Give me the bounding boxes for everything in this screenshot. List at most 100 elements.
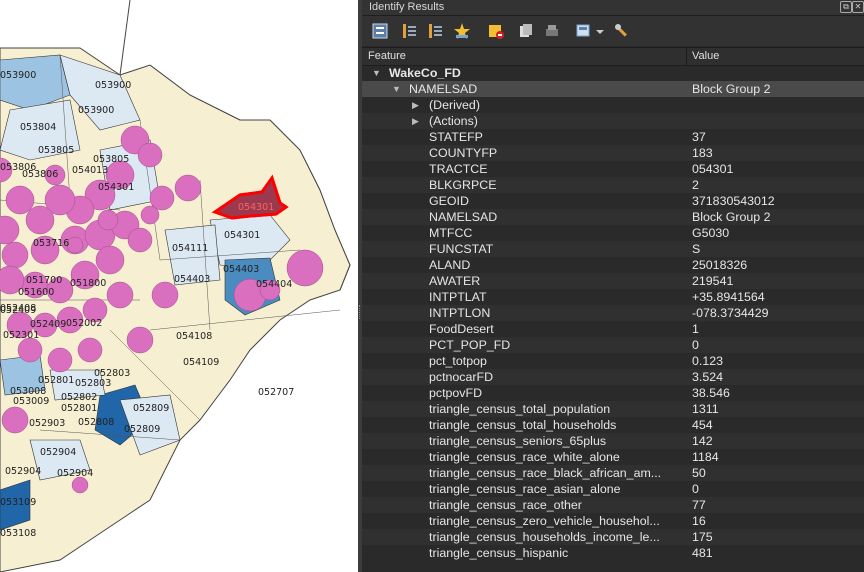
column-header-value[interactable]: Value [692,50,720,62]
layer-name: WakeCo_FD [389,66,461,80]
attribute-row[interactable]: triangle_census_zero_vehicle_househol...… [362,513,864,529]
attribute-row[interactable]: triangle_census_race_black_african_am...… [362,465,864,481]
tract-polygon [29,439,91,481]
attribute-row[interactable]: NAMELSAD Block Group 2 [362,209,864,225]
map-label: 051700 [26,275,62,286]
print-icon[interactable] [542,21,562,41]
attribute-field: MTFCC [429,226,473,240]
attribute-value: 454 [692,418,713,432]
attribute-row[interactable]: STATEFP 37 [362,129,864,145]
county-boundary [119,0,351,291]
attribute-row[interactable]: FoodDesert 1 [362,321,864,337]
attribute-row[interactable]: COUNTYFP 183 [362,145,864,161]
attribute-row[interactable]: ALAND 25018326 [362,257,864,273]
attribute-row[interactable]: pctnocarFD 3.524 [362,369,864,385]
attribute-field: TRACTCE [429,162,488,176]
collapse-tree-icon[interactable] [400,21,420,41]
attribute-field: triangle_census_hispanic [429,546,569,560]
chevron-down-icon[interactable] [594,21,606,41]
copy-icon[interactable] [516,21,536,41]
attribute-row[interactable]: FUNCSTAT S [362,241,864,257]
attribute-field: FUNCSTAT [429,242,494,256]
attribute-row[interactable]: BLKGRPCE 2 [362,177,864,193]
attribute-row[interactable]: TRACTCE 054301 [362,161,864,177]
attribute-rows: STATEFP 37 COUNTYFP 183 TRACTCE 054301 BLKGRPC… [362,129,864,561]
attribute-row[interactable]: pctpovFD 38.546 [362,385,864,401]
chevron-right-icon[interactable]: ▶ [412,100,419,110]
attribute-value: 25018326 [692,258,748,272]
identify-results-panel: Identify Results ⧉ ✕ Feature Value ▼ Wak… [362,0,864,572]
map-label: 054301 [224,230,260,241]
attribute-row[interactable]: triangle_census_total_households 454 [362,417,864,433]
column-header-feature[interactable]: Feature [368,50,406,62]
chevron-right-icon[interactable]: ▶ [412,116,419,126]
attribute-field: INTPTLAT [429,290,487,304]
attribute-value: +35.8941564 [692,290,765,304]
attribute-value: 481 [692,546,713,560]
map-label: 052408 [0,303,36,314]
attribute-row[interactable]: pct_totpop 0.123 [362,353,864,369]
feature-row[interactable]: ▼ NAMELSAD Block Group 2 [362,81,864,97]
chevron-down-icon[interactable]: ▼ [372,68,381,78]
attribute-value: G5030 [692,226,730,240]
attribute-row[interactable]: triangle_census_seniors_65plus 142 [362,433,864,449]
expand-new-icon[interactable] [426,21,446,41]
attribute-row[interactable]: GEOID 371830543012 [362,193,864,209]
map-label: 052002 [66,318,102,329]
float-panel-icon[interactable]: ⧉ [840,1,852,13]
attribute-field: PCT_POP_FD [429,338,511,352]
map-label: 054013 [72,165,108,176]
tree-item-derived[interactable]: ▶ (Derived) [362,97,864,113]
map-label: 052809 [133,403,169,414]
attribute-value: 142 [692,434,713,448]
attribute-row[interactable]: INTPTLAT +35.8941564 [362,289,864,305]
map-label: 052801 [38,375,74,386]
chevron-down-icon[interactable]: ▼ [392,84,401,94]
panel-splitter[interactable] [358,0,362,572]
attribute-field: triangle_census_total_households [429,418,617,432]
tree-item-actions[interactable]: ▶ (Actions) [362,113,864,129]
map-label: 052409 [30,319,66,330]
map-canvas[interactable]: 053900 053900 053900 053804 053805 053805 0538… [0,0,358,572]
attribute-row[interactable]: triangle_census_race_other 77 [362,497,864,513]
feature-value: Block Group 2 [692,82,771,96]
selected-feature-outline [211,174,289,220]
identify-toolbar [362,16,864,46]
clear-results-icon[interactable] [486,21,506,41]
map-label: 052904 [57,468,93,479]
map-label: 052904 [40,447,76,458]
map-svg[interactable]: 0539000539000539000538040538050538050538… [0,0,358,572]
tree-item-label: (Actions) [429,114,478,128]
map-label: 053806 [0,162,36,173]
map-label: 054403 [174,274,210,285]
map-label: 052803 [75,378,111,389]
layer-row[interactable]: ▼ WakeCo_FD [362,65,864,81]
expand-tree-icon[interactable] [370,21,390,41]
attribute-row[interactable]: triangle_census_race_asian_alone 0 [362,481,864,497]
attribute-row[interactable]: triangle_census_total_population 1311 [362,401,864,417]
table-header: Feature Value [362,47,864,66]
attribute-value: 16 [692,514,706,528]
tract-polygon [49,369,106,401]
map-label: 054108 [176,331,212,342]
select-mode-icon[interactable] [574,21,594,41]
map-label: 052903 [29,418,65,429]
highlight-icon[interactable] [452,21,472,41]
attribute-field: triangle_census_total_population [429,402,611,416]
attribute-value: 371830543012 [692,194,775,208]
attribute-field: triangle_census_race_asian_alone [429,482,621,496]
attribute-row[interactable]: PCT_POP_FD 0 [362,337,864,353]
attribute-row[interactable]: triangle_census_households_income_le... 1… [362,529,864,545]
attribute-row[interactable]: triangle_census_hispanic 481 [362,545,864,561]
attribute-value: S [692,242,701,256]
attribute-row[interactable]: triangle_census_race_white_alone 1184 [362,449,864,465]
attribute-value: 38.546 [692,386,730,400]
map-label: 052301 [3,330,39,341]
attribute-row[interactable]: AWATER 219541 [362,273,864,289]
attribute-row[interactable]: INTPTLON -078.3734429 [362,305,864,321]
close-panel-icon[interactable]: ✕ [852,1,864,13]
map-label: 053009 [13,396,49,407]
attribute-row[interactable]: MTFCC G5030 [362,225,864,241]
map-label: 051800 [70,278,106,289]
settings-icon[interactable] [612,21,632,41]
